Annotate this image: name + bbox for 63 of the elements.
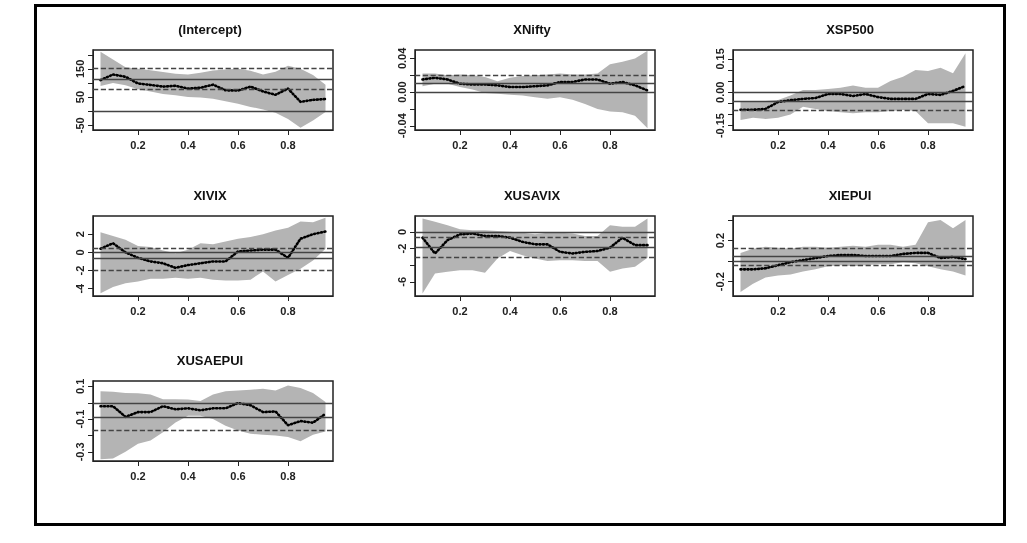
chart-title: XUSAEPUI xyxy=(176,353,244,368)
x-tick-label: 0.8 xyxy=(280,469,296,482)
x-tick-label: 0.2 xyxy=(130,138,146,151)
x-tick-label: 0.2 xyxy=(130,469,146,482)
x-tick-label: 0.4 xyxy=(180,304,197,317)
y-tick-label: 2 xyxy=(73,231,86,238)
line-series xyxy=(739,84,967,112)
y-tick-label: -0.04 xyxy=(395,112,408,139)
y-tick-label: -0.15 xyxy=(713,113,726,139)
x-tick-label: 0.2 xyxy=(452,304,468,317)
y-tick-label: 0.00 xyxy=(713,81,726,103)
x-tick-label: 0.4 xyxy=(502,138,519,151)
y-tick-label: 0 xyxy=(73,249,86,256)
y-tick-label: -50 xyxy=(73,117,86,134)
y-tick-label: -2 xyxy=(73,265,86,276)
y-tick-label: -0.3 xyxy=(73,442,86,462)
chart-title: XIVIX xyxy=(193,188,227,203)
y-tick-label: -6 xyxy=(395,276,408,287)
y-tick-label: 0.2 xyxy=(713,232,726,249)
line-series xyxy=(99,73,327,104)
x-tick-label: 0.8 xyxy=(602,138,618,151)
line-series xyxy=(99,230,327,270)
y-tick-label: 0.1 xyxy=(73,378,86,395)
chart-title: XUSAVIX xyxy=(503,188,561,203)
y-tick-label: -2 xyxy=(395,243,408,254)
chart-title: XSP500 xyxy=(826,22,874,37)
x-tick-label: 0.8 xyxy=(920,304,936,317)
x-tick-label: 0.4 xyxy=(820,304,837,317)
y-tick-label: -0.2 xyxy=(713,272,726,292)
chart-title: XIEPUI xyxy=(828,188,872,203)
x-tick-label: 0.8 xyxy=(280,138,296,151)
x-tick-label: 0.2 xyxy=(770,138,786,151)
x-tick-label: 0.2 xyxy=(770,304,786,317)
line-series xyxy=(421,76,649,92)
x-tick-label: 0.2 xyxy=(452,138,468,151)
x-tick-label: 0.8 xyxy=(280,304,296,317)
x-tick-label: 0.6 xyxy=(230,469,246,482)
y-tick-label: 0.00 xyxy=(395,81,408,103)
x-tick-label: 0.6 xyxy=(230,138,246,151)
x-tick-label: 0.4 xyxy=(180,469,197,482)
line-series xyxy=(99,401,327,427)
x-tick-label: 0.4 xyxy=(180,138,197,151)
y-tick-label: -4 xyxy=(73,282,86,294)
x-tick-label: 0.6 xyxy=(870,138,886,151)
x-tick-label: 0.6 xyxy=(870,304,886,317)
x-tick-label: 0.8 xyxy=(602,304,618,317)
x-tick-label: 0.4 xyxy=(502,304,519,317)
y-tick-label: 150 xyxy=(73,59,86,79)
chart-title: (Intercept) xyxy=(178,22,242,37)
x-tick-label: 0.6 xyxy=(552,138,568,151)
y-tick-label: 0.04 xyxy=(395,46,408,70)
y-tick-label: -0.1 xyxy=(73,409,86,429)
line-series xyxy=(739,251,967,271)
x-tick-label: 0.6 xyxy=(552,304,568,317)
x-tick-label: 0.4 xyxy=(820,138,837,151)
x-tick-label: 0.6 xyxy=(230,304,246,317)
x-tick-label: 0.2 xyxy=(130,304,146,317)
y-tick-label: 0 xyxy=(395,228,408,235)
x-tick-label: 0.8 xyxy=(920,138,936,151)
y-tick-label: 0.15 xyxy=(713,48,726,70)
line-series xyxy=(421,232,649,255)
chart-title: XNifty xyxy=(513,22,552,37)
y-tick-label: 50 xyxy=(73,90,86,104)
